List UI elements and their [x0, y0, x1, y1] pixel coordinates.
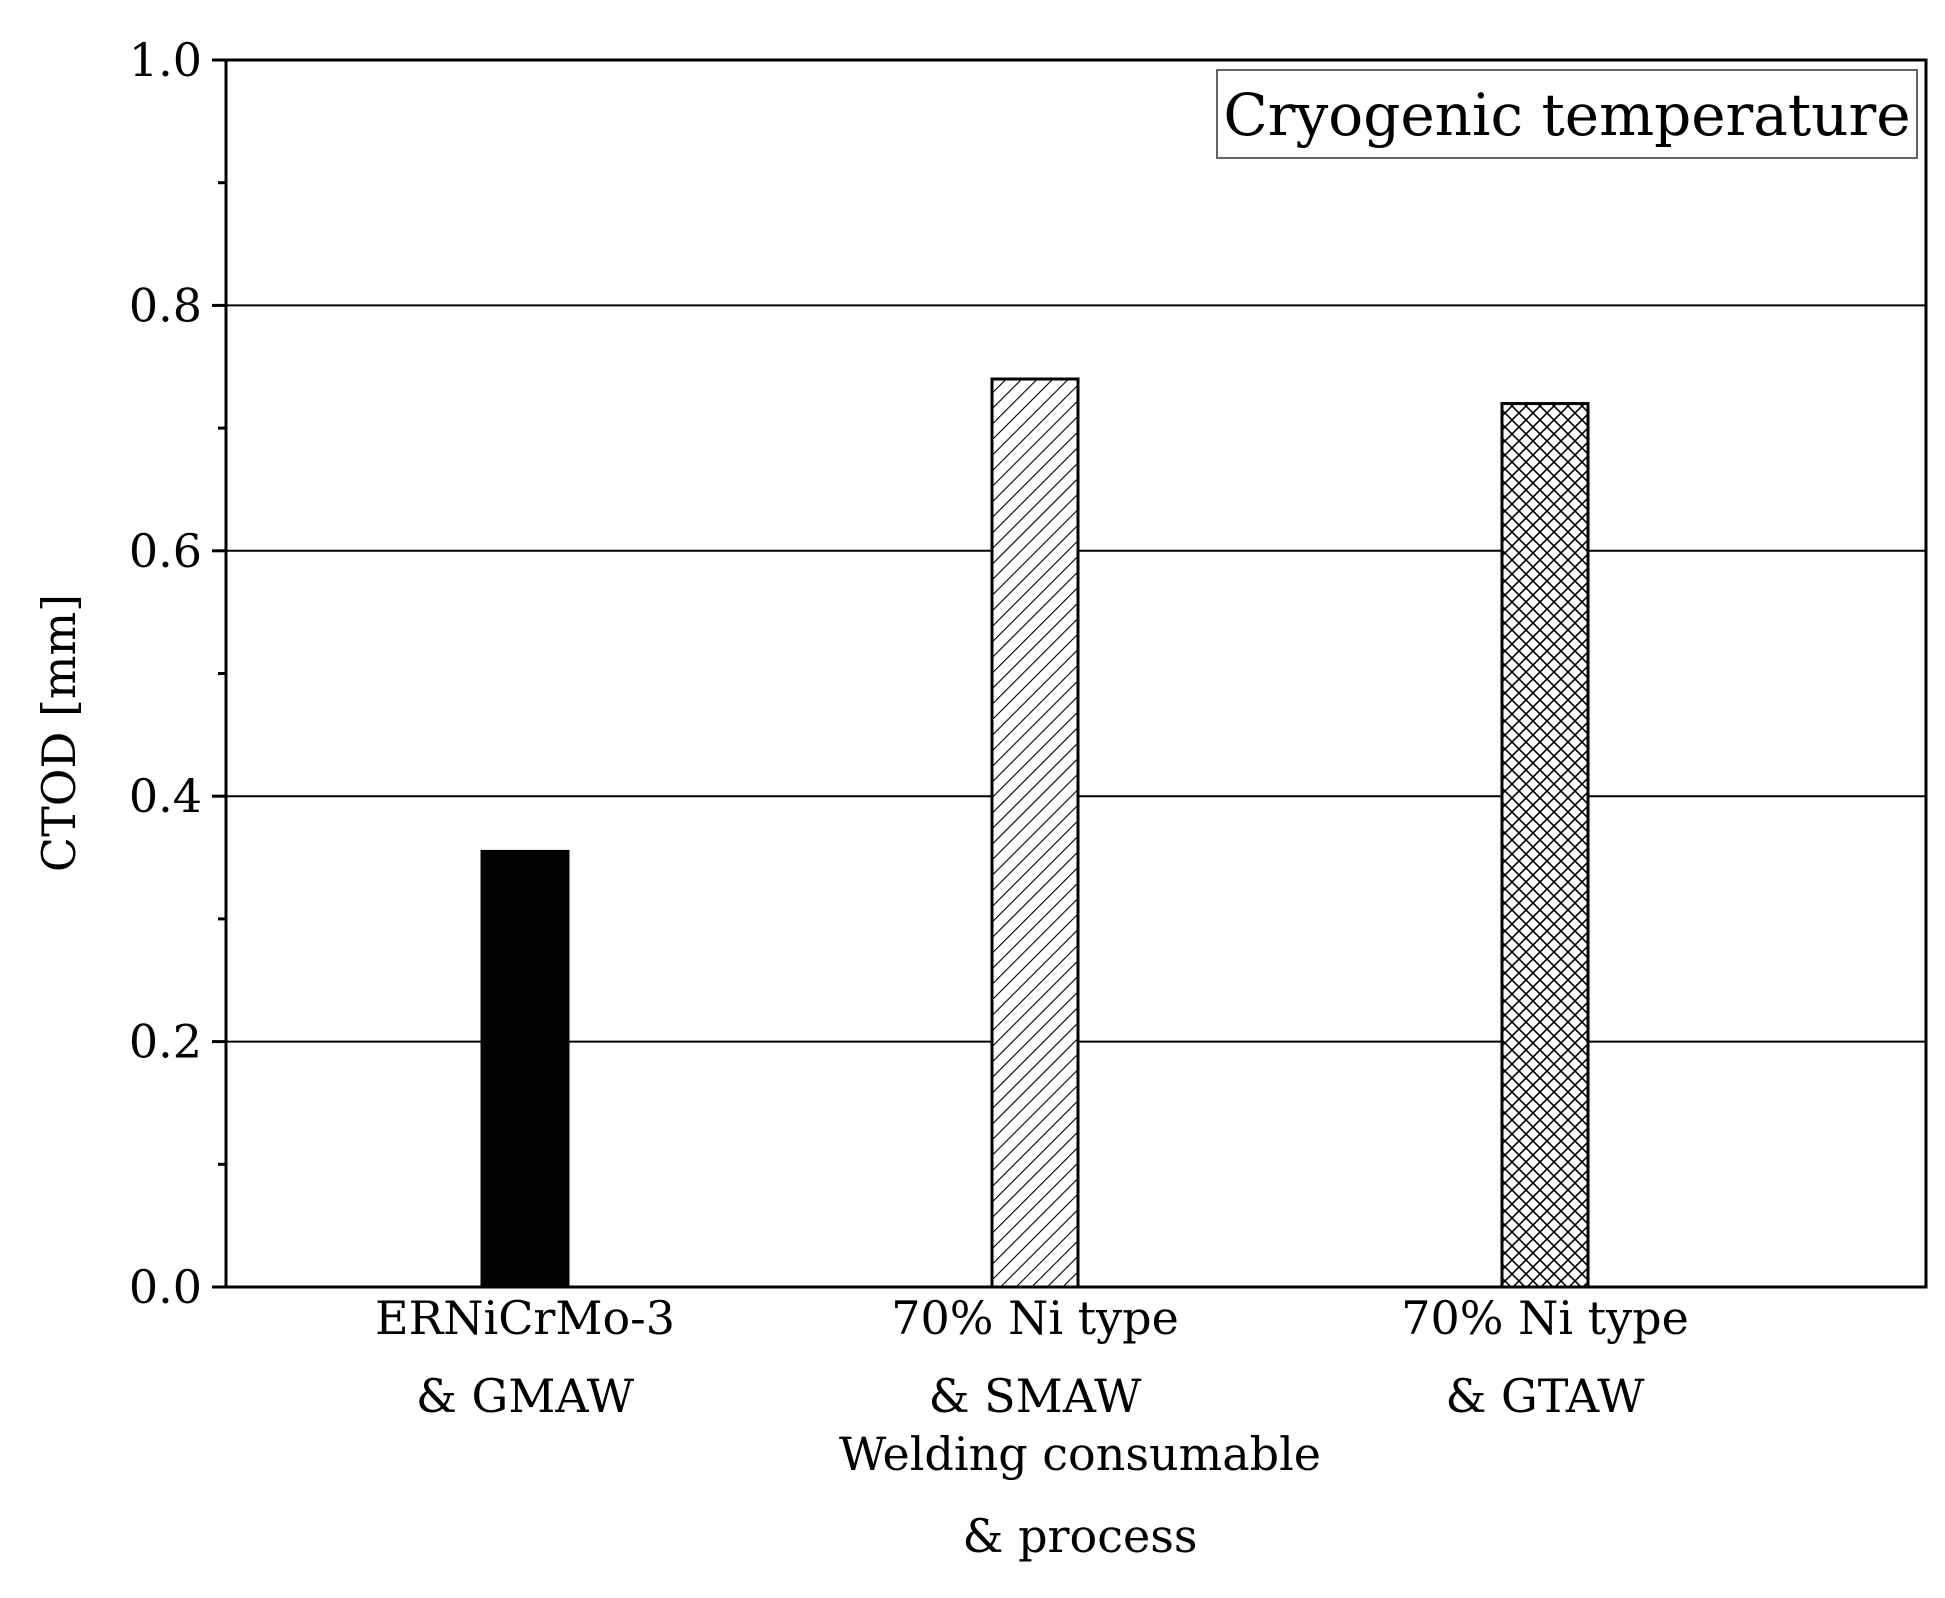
y-tick-label: 0.4	[129, 769, 202, 823]
x-category-label: & SMAW	[929, 1369, 1143, 1423]
x-category-label: & GTAW	[1445, 1369, 1645, 1423]
x-category-label: 70% Ni type	[1401, 1291, 1689, 1345]
labels-layer: 0.0 0.2 0.4 0.6 0.8 1.0 ERNiCrMo-3 & GMAW 70% Ni…	[129, 33, 1689, 1423]
y-tick-label: 0.0	[129, 1260, 202, 1314]
y-tick-label: 0.8	[129, 278, 202, 332]
x-category-label: & GMAW	[416, 1369, 635, 1423]
y-tick-label: 0.2	[129, 1015, 202, 1069]
bar-2	[990, 377, 1080, 1289]
x-axis-title-line-1: Welding consumable	[839, 1427, 1321, 1481]
y-axis-title: CTOD [mm]	[32, 594, 86, 872]
axes-layer	[212, 58, 1928, 1289]
y-tick-label: 1.0	[129, 33, 202, 87]
bar-1	[480, 849, 570, 1289]
y-tick-label: 0.6	[129, 524, 202, 578]
x-category-label: 70% Ni type	[891, 1291, 1179, 1345]
x-category-label: ERNiCrMo-3	[375, 1291, 675, 1345]
legend-box: Cryogenic temperature	[1216, 69, 1918, 159]
plot-frame	[224, 58, 1928, 1289]
bar-3	[1500, 402, 1590, 1289]
legend-annotation: Cryogenic temperature	[1223, 81, 1910, 149]
bars-layer	[480, 377, 1590, 1289]
x-axis-title-line-2: & process	[963, 1509, 1198, 1563]
